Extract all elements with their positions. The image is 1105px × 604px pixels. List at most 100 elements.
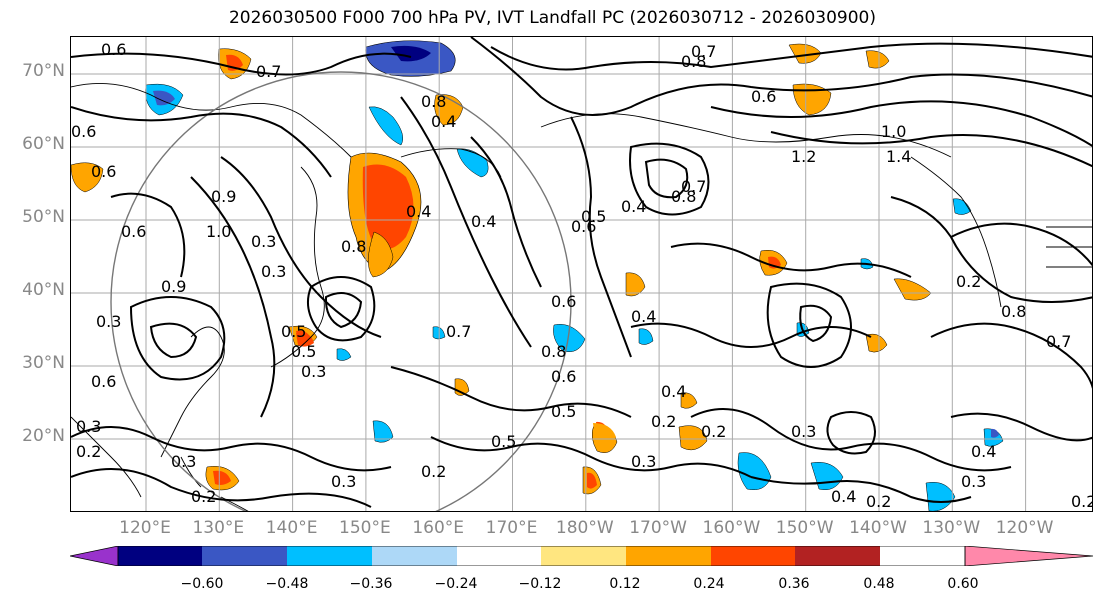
lon-label: 140°W	[849, 518, 907, 538]
contour-label: 0.2	[651, 412, 676, 431]
contour-label: 0.5	[281, 322, 306, 341]
contour-label: 1.0	[881, 122, 906, 141]
colorbar-segment	[372, 546, 457, 566]
contour-label: 0.2	[76, 442, 101, 461]
lat-label: 60°N	[22, 134, 65, 154]
contour-label: 0.2	[866, 492, 891, 511]
contour-labels: 0.6 0.7 0.6 0.6 0.9 0.3 1.0 0.6 0.8 0.3 0.9 0.5 0.3 0…	[71, 40, 1093, 511]
contour-label: 0.3	[261, 262, 286, 281]
contour-label: 0.4	[831, 487, 856, 506]
contour-label: 0.8	[1001, 302, 1026, 321]
contour-label: 0.2	[421, 462, 446, 481]
lon-label: 130°W	[922, 518, 981, 538]
colorbar-segment	[541, 546, 626, 566]
colorbar-segment	[711, 546, 795, 566]
contour-label: 0.3	[791, 422, 816, 441]
contour-label: 0.6	[551, 367, 576, 386]
contour-label: 0.6	[101, 40, 126, 59]
contour-label: 0.3	[301, 362, 326, 381]
map-canvas: 0.6 0.7 0.6 0.6 0.9 0.3 1.0 0.6 0.8 0.3 0.9 0.5 0.3 0…	[71, 37, 1093, 511]
contour-label: 0.7	[691, 42, 716, 61]
lon-label: 180°W	[555, 518, 614, 538]
contour-label: 0.6	[121, 222, 146, 241]
contour-label: 0.4	[431, 112, 456, 131]
colorbar-tick-label: −0.48	[265, 576, 309, 592]
contour-label: 1.0	[206, 222, 231, 241]
contour-label: 0.5	[491, 432, 516, 451]
lat-label: 40°N	[22, 280, 65, 300]
lon-label: 170°E	[485, 518, 538, 538]
colorbar-tick-label: 0.36	[778, 576, 810, 592]
contour-label: 0.6	[571, 217, 596, 236]
contour-label: 0.6	[551, 292, 576, 311]
colorbar-segment	[202, 546, 287, 566]
contour-label: 0.8	[671, 187, 696, 206]
contour-label: 0.9	[161, 277, 186, 296]
coastlines	[71, 83, 1092, 511]
contour-label: 0.2	[701, 422, 726, 441]
contour-label: 0.3	[331, 472, 356, 491]
contour-label: 0.5	[551, 402, 576, 421]
contour-label: 0.7	[256, 62, 281, 81]
contour-label: 0.2	[191, 487, 216, 506]
contour-label: 0.4	[971, 442, 996, 461]
colorbar-tick-label: −0.60	[180, 576, 224, 592]
lon-label: 120°W	[995, 518, 1054, 538]
lon-label: 140°E	[265, 518, 318, 538]
contour-label: 0.3	[251, 232, 276, 251]
colorbar-tick-label: −0.24	[434, 576, 478, 592]
colorbar-segment	[795, 546, 880, 566]
contour-label: 0.3	[76, 417, 101, 436]
contour-label: 0.4	[471, 212, 496, 231]
colorbar-tick-label: 0.60	[947, 576, 979, 592]
lon-label: 120°E	[119, 518, 171, 538]
contour-label: 1.4	[886, 147, 911, 166]
lon-label: 150°E	[339, 518, 391, 538]
colorbar-tick-label: 0.12	[609, 576, 641, 592]
colorbar-tick-label: 0.24	[693, 576, 725, 592]
contour-label: 0.2	[956, 272, 981, 291]
contour-label: 0.6	[751, 87, 776, 106]
lon-label: 170°W	[629, 518, 687, 538]
colorbar-extend-low	[70, 546, 119, 566]
contour-label: 0.3	[171, 452, 196, 471]
colorbar-segment	[118, 546, 202, 566]
colorbar	[70, 546, 1094, 566]
contour-label: 0.8	[541, 342, 566, 361]
contour-label: 0.4	[621, 197, 646, 216]
map-title: 2026030500 F000 700 hPa PV, IVT Landfall…	[228, 8, 876, 28]
lat-label: 50°N	[22, 207, 65, 227]
contour-label: 0.6	[91, 162, 116, 181]
contour-label: 0.3	[96, 312, 121, 331]
colorbar-tick-label: −0.12	[518, 576, 562, 592]
map-panel: 0.6 0.7 0.6 0.6 0.9 0.3 1.0 0.6 0.8 0.3 0.9 0.5 0.3 0…	[70, 36, 1093, 512]
contour-label: 0.2	[1071, 492, 1093, 511]
contour-label: 0.5	[581, 207, 606, 226]
contour-label: 0.4	[661, 382, 686, 401]
contour-label: 1.2	[791, 147, 816, 166]
colorbar-tick-label: 0.48	[863, 576, 895, 592]
colorbar-segment	[287, 546, 372, 566]
contour-label: 0.3	[631, 452, 656, 471]
contour-label: 0.6	[71, 122, 96, 141]
contour-label: 0.4	[406, 202, 431, 221]
contour-label: 0.8	[341, 237, 366, 256]
colorbar-segment	[626, 546, 711, 566]
colorbar-extend-high	[964, 546, 1094, 566]
lon-label: 150°W	[775, 518, 834, 538]
contour-label: 0.9	[211, 187, 236, 206]
contour-label: 0.7	[446, 322, 471, 341]
lat-label: 20°N	[22, 426, 65, 446]
lat-label: 70°N	[22, 61, 65, 81]
distance-circle	[110, 71, 572, 511]
contour-label: 0.6	[91, 372, 116, 391]
lat-label: 30°N	[22, 353, 65, 373]
lon-label: 160°E	[412, 518, 465, 538]
contour-label: 0.7	[1046, 332, 1071, 351]
colorbar-segment	[457, 546, 541, 566]
colorbar-tick-label: −0.36	[349, 576, 393, 592]
lon-label: 130°E	[192, 518, 245, 538]
contour-label: 0.3	[961, 472, 986, 491]
contour-label: 0.8	[421, 92, 446, 111]
contour-label: 0.7	[681, 177, 706, 196]
